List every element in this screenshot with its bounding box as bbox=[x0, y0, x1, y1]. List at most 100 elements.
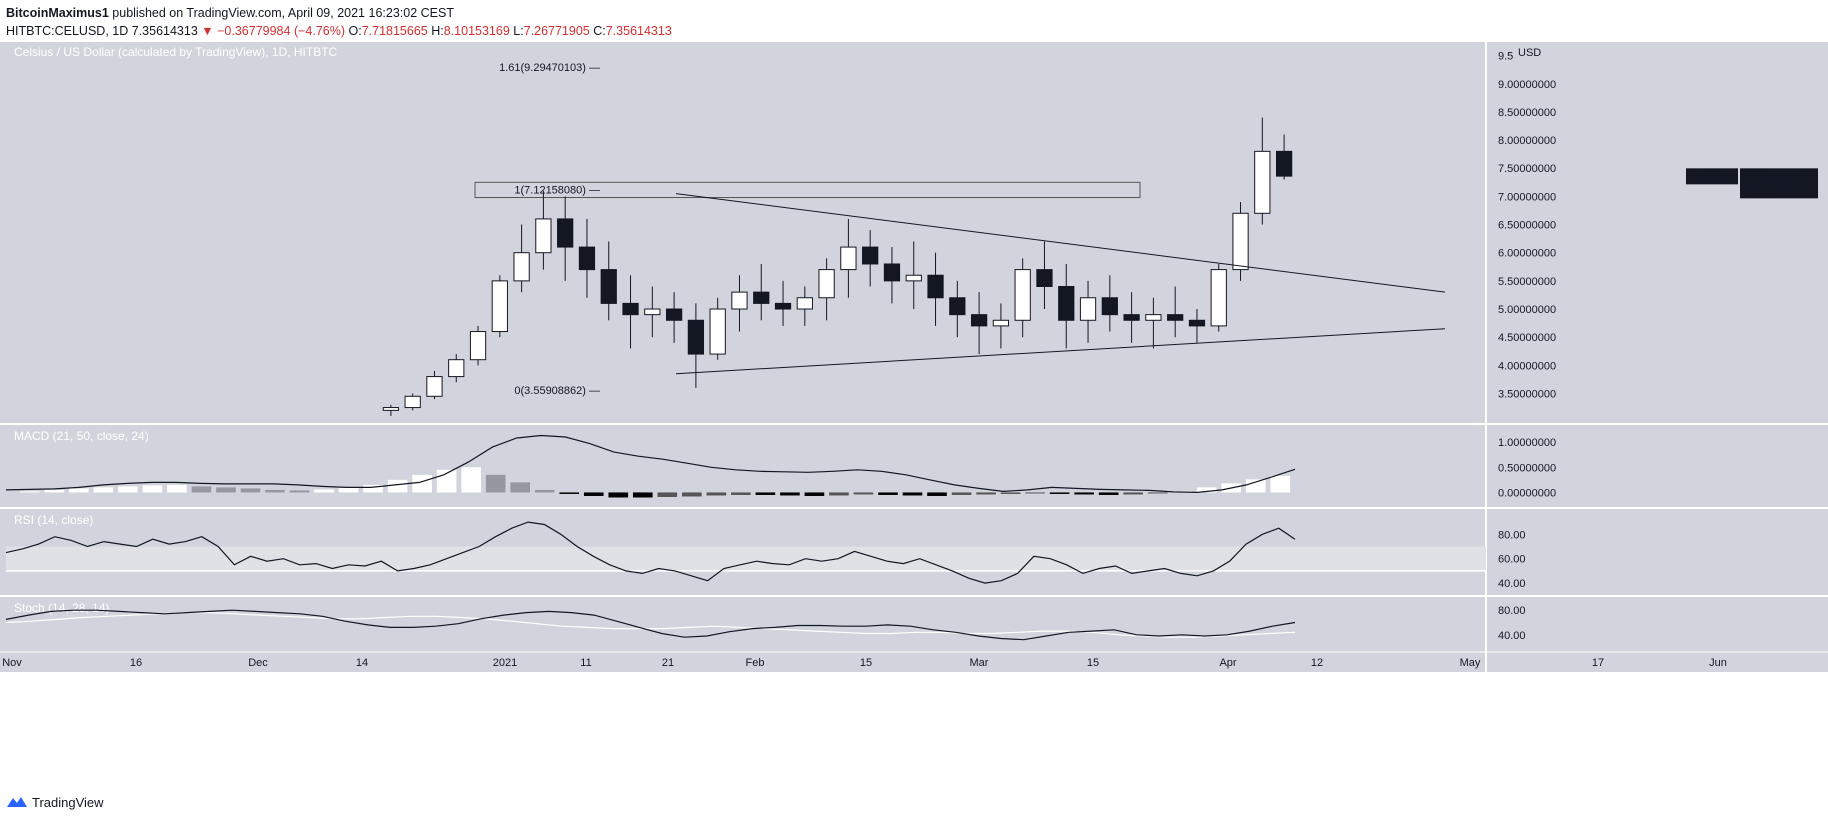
time-tick-label: 11 bbox=[580, 657, 591, 669]
time-tick-label: 14 bbox=[356, 657, 368, 669]
candle bbox=[774, 280, 792, 326]
chart-header: BitcoinMaximus1 published on TradingView… bbox=[6, 4, 672, 40]
candle-body bbox=[1123, 314, 1140, 321]
macd-histogram-bar bbox=[265, 489, 285, 493]
candle bbox=[1232, 202, 1249, 281]
price-pane-title: Celsius / US Dollar (calculated by Tradi… bbox=[14, 45, 338, 59]
macd-histogram-bar bbox=[682, 492, 702, 497]
candle bbox=[665, 292, 683, 343]
macd-histogram-bar bbox=[951, 492, 972, 495]
macd-tick-label: 1.00000000 bbox=[1498, 437, 1556, 449]
high-label: H: bbox=[431, 24, 444, 38]
candle bbox=[578, 218, 596, 298]
time-tick-label: 17 bbox=[1592, 657, 1604, 669]
macd-histogram-bar bbox=[69, 488, 89, 493]
candle-body bbox=[883, 263, 901, 282]
candle bbox=[469, 325, 487, 366]
macd-histogram-bar bbox=[510, 482, 530, 493]
triangle-upper-line bbox=[675, 193, 1446, 293]
author-name[interactable]: BitcoinMaximus1 bbox=[6, 6, 109, 20]
rsi-tick-label: 60.00 bbox=[1498, 554, 1526, 566]
candle bbox=[731, 275, 748, 332]
candle bbox=[382, 404, 400, 416]
fib-level-label: 0(3.55908862) — bbox=[514, 385, 600, 397]
low-label: L: bbox=[513, 24, 524, 38]
candle-body bbox=[644, 308, 661, 316]
macd-histogram-bar bbox=[1245, 479, 1266, 493]
tradingview-logo-icon[interactable] bbox=[6, 795, 28, 809]
macd-histogram-bar bbox=[755, 492, 776, 495]
ohlc-line: HITBTC:CELUSD, 1D 7.35614313 ▼ −0.367799… bbox=[6, 22, 672, 40]
candle-body bbox=[382, 407, 400, 411]
candle-body bbox=[622, 302, 639, 316]
candle-body bbox=[862, 246, 879, 265]
macd-histogram-bar bbox=[338, 487, 359, 493]
last-price-symbol: CELUSD bbox=[1692, 171, 1737, 183]
candle-body bbox=[1188, 319, 1206, 327]
chart-canvas[interactable]: Celsius / US Dollar (calculated by Tradi… bbox=[0, 42, 1828, 782]
macd-histogram-bar bbox=[485, 474, 506, 493]
candle bbox=[949, 280, 966, 338]
macd-histogram-bar bbox=[191, 486, 212, 493]
candle-body bbox=[818, 269, 835, 299]
macd-histogram-bar bbox=[216, 487, 236, 493]
time-tick-label: 16 bbox=[130, 657, 142, 669]
candle bbox=[1058, 263, 1075, 349]
candle bbox=[1079, 280, 1097, 343]
candle bbox=[970, 292, 988, 355]
macd-histogram-bar bbox=[780, 492, 800, 496]
macd-histogram-bar bbox=[853, 492, 874, 495]
candle-body bbox=[1014, 269, 1031, 321]
candle bbox=[513, 224, 530, 293]
candle bbox=[535, 190, 552, 270]
candle-body bbox=[840, 246, 857, 271]
last-price-symbol-box bbox=[1686, 168, 1738, 185]
candle bbox=[1210, 263, 1227, 332]
macd-histogram-bar bbox=[1074, 492, 1094, 495]
macd-histogram-bar bbox=[1000, 492, 1021, 494]
candle-body bbox=[469, 331, 487, 361]
time-tick-label: 15 bbox=[860, 657, 872, 669]
macd-histogram-bar bbox=[1147, 492, 1168, 494]
candle bbox=[622, 275, 639, 349]
candle-body bbox=[992, 319, 1010, 327]
candle bbox=[905, 241, 922, 310]
rsi-pane-title: RSI (14, close) bbox=[14, 513, 93, 527]
brand-label[interactable]: TradingView bbox=[32, 794, 104, 810]
candle bbox=[404, 393, 421, 411]
macd-histogram-bar bbox=[142, 485, 163, 493]
rsi-line bbox=[5, 521, 1296, 584]
price-tick-label: 8.50000000 bbox=[1498, 107, 1556, 119]
macd-histogram-bar bbox=[93, 487, 114, 493]
macd-histogram-bar bbox=[167, 484, 187, 493]
resistance-zone bbox=[474, 181, 1141, 199]
macd-tick-label: 0.50000000 bbox=[1498, 462, 1556, 474]
candle bbox=[1188, 309, 1206, 343]
candle bbox=[840, 218, 857, 298]
footer: TradingView bbox=[6, 791, 104, 813]
macd-histogram-bar bbox=[461, 467, 481, 493]
candle bbox=[1123, 292, 1140, 343]
macd-histogram-bar bbox=[534, 489, 555, 493]
macd-histogram-bar bbox=[583, 492, 604, 496]
time-tick-label: May bbox=[1460, 657, 1481, 669]
candle bbox=[687, 303, 705, 388]
macd-histogram-bar bbox=[314, 489, 334, 493]
macd-histogram-bar bbox=[927, 492, 947, 496]
candle-body bbox=[600, 269, 617, 304]
candle-body bbox=[665, 308, 683, 321]
candle-body bbox=[927, 274, 944, 299]
macd-histogram-bar bbox=[731, 492, 751, 495]
time-tick-label: Feb bbox=[746, 657, 765, 669]
open-value: 7.71815665 bbox=[361, 24, 428, 38]
price-tick-label: 4.00000000 bbox=[1498, 360, 1556, 372]
last-price: 7.35614313 bbox=[131, 24, 198, 38]
price-tick-label: 7.00000000 bbox=[1498, 191, 1556, 203]
macd-histogram-bar bbox=[1123, 492, 1143, 495]
last-price-box bbox=[1740, 168, 1818, 199]
candle-body bbox=[687, 319, 705, 355]
chart-frame[interactable]: Celsius / US Dollar (calculated by Tradi… bbox=[0, 42, 1828, 782]
last-price-value: 7.35614313 bbox=[1746, 171, 1804, 183]
candle-body bbox=[1232, 212, 1249, 271]
macd-histogram-bar bbox=[118, 486, 138, 493]
